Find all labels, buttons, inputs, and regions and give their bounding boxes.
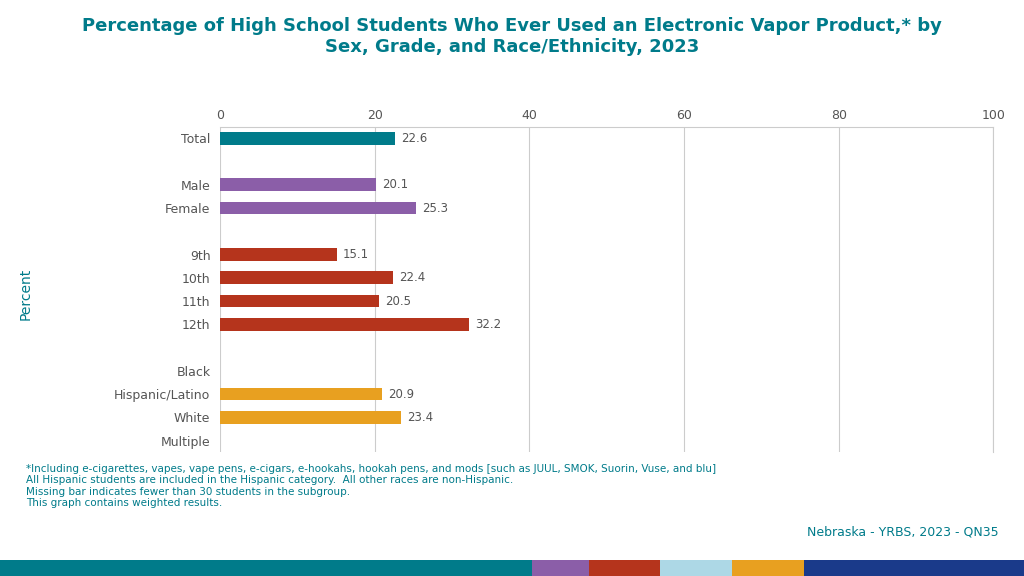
Bar xyxy=(589,560,660,576)
Bar xyxy=(532,560,589,576)
Bar xyxy=(220,271,393,284)
Text: 15.1: 15.1 xyxy=(343,248,370,261)
Text: 23.4: 23.4 xyxy=(408,411,433,424)
Text: 20.5: 20.5 xyxy=(385,294,411,308)
Text: Nebraska - YRBS, 2023 - QN35: Nebraska - YRBS, 2023 - QN35 xyxy=(807,525,998,539)
Bar xyxy=(220,202,416,214)
Bar xyxy=(220,132,395,145)
Bar xyxy=(660,560,732,576)
Text: 20.9: 20.9 xyxy=(388,388,414,400)
Text: *Including e-cigarettes, vapes, vape pens, e-cigars, e-hookahs, hookah pens, and: *Including e-cigarettes, vapes, vape pen… xyxy=(26,464,716,509)
Text: 32.2: 32.2 xyxy=(475,318,502,331)
Bar xyxy=(220,179,376,191)
Bar xyxy=(220,295,379,308)
Bar xyxy=(220,388,382,400)
Text: Percent: Percent xyxy=(18,268,33,320)
Bar xyxy=(220,318,469,331)
Text: 22.4: 22.4 xyxy=(399,271,426,285)
Text: Percentage of High School Students Who Ever Used an Electronic Vapor Product,* b: Percentage of High School Students Who E… xyxy=(82,17,942,56)
Bar xyxy=(732,560,804,576)
Bar xyxy=(804,560,1024,576)
Bar xyxy=(0,560,532,576)
Text: 22.6: 22.6 xyxy=(401,132,427,145)
Bar xyxy=(220,411,401,424)
Bar xyxy=(220,248,337,261)
Text: 25.3: 25.3 xyxy=(422,202,447,215)
Text: 20.1: 20.1 xyxy=(382,179,408,191)
